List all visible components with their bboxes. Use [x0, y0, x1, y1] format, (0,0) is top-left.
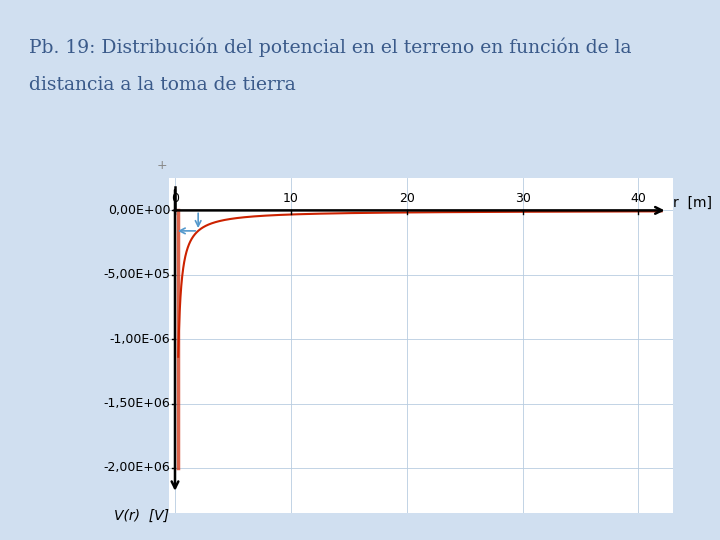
Text: -1,00E-06: -1,00E-06	[109, 333, 171, 346]
Text: +: +	[157, 159, 167, 172]
Text: distancia a la toma de tierra: distancia a la toma de tierra	[29, 76, 295, 93]
Text: 40: 40	[631, 192, 647, 205]
Text: V(r)  [V]: V(r) [V]	[114, 509, 169, 523]
Text: -1,50E+06: -1,50E+06	[104, 397, 171, 410]
Text: 10: 10	[283, 192, 299, 205]
Text: 0,00E+00: 0,00E+00	[108, 204, 171, 217]
Text: -2,00E+06: -2,00E+06	[104, 462, 171, 475]
Text: 30: 30	[515, 192, 531, 205]
Text: Pb. 19: Distribución del potencial en el terreno en función de la: Pb. 19: Distribución del potencial en el…	[29, 38, 631, 57]
Text: -5,00E+05: -5,00E+05	[104, 268, 171, 281]
Text: 20: 20	[399, 192, 415, 205]
Text: 0: 0	[171, 192, 179, 205]
Text: r  [m]: r [m]	[673, 195, 712, 210]
